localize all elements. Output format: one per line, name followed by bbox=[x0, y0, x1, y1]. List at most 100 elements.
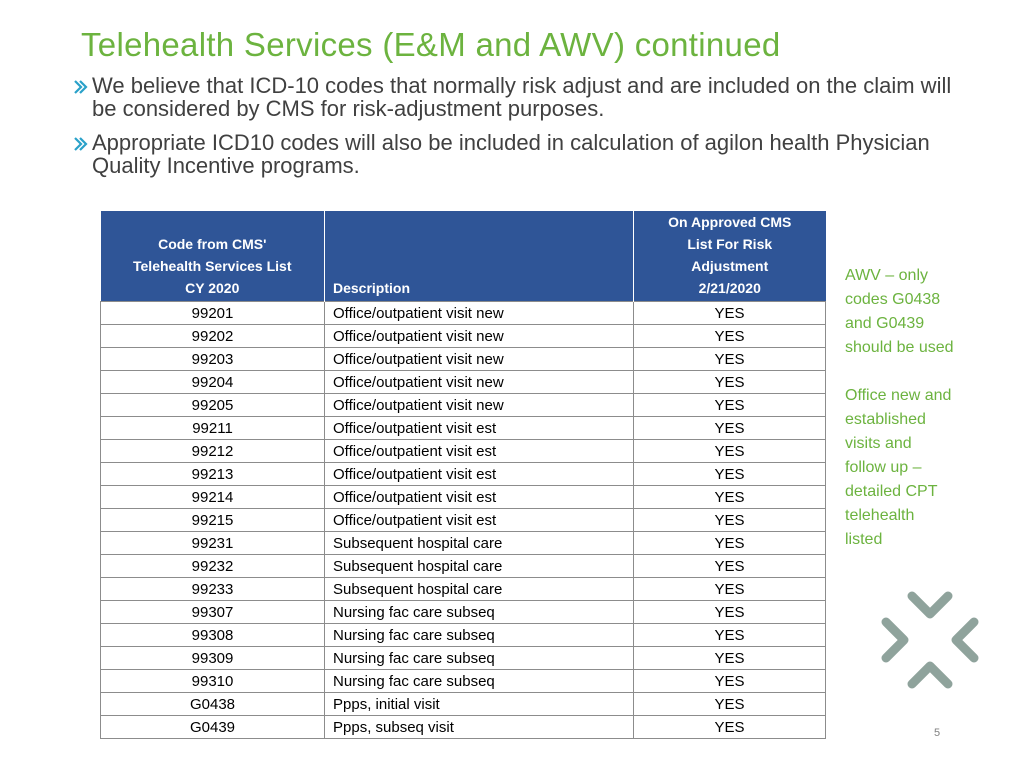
cell-code: 99201 bbox=[100, 301, 325, 325]
side-note-line: visits and bbox=[845, 435, 912, 452]
cell-description: Office/outpatient visit new bbox=[324, 393, 634, 417]
cell-approved: YES bbox=[633, 347, 826, 371]
header-line: CY 2020 bbox=[185, 280, 240, 296]
cell-description: Subsequent hospital care bbox=[324, 531, 634, 555]
table-row: G0438 Ppps, initial visit YES bbox=[100, 692, 826, 716]
cell-code: 99307 bbox=[100, 600, 325, 624]
cell-code: 99308 bbox=[100, 623, 325, 647]
cell-code: 99215 bbox=[100, 508, 325, 532]
header-line: List For Risk bbox=[687, 236, 773, 252]
table-row: 99232 Subsequent hospital care YES bbox=[100, 554, 826, 578]
cell-code: 99213 bbox=[100, 462, 325, 486]
cell-approved: YES bbox=[633, 485, 826, 509]
header-line: Code from CMS' bbox=[158, 236, 267, 252]
cell-approved: YES bbox=[633, 462, 826, 486]
table-header-row: Code from CMS' Telehealth Services List … bbox=[100, 211, 826, 302]
side-note-line: should be used bbox=[845, 339, 954, 356]
cell-approved: YES bbox=[633, 692, 826, 716]
table-row: 99213 Office/outpatient visit est YES bbox=[100, 462, 826, 486]
table-row: 99205 Office/outpatient visit new YES bbox=[100, 393, 826, 417]
cell-approved: YES bbox=[633, 531, 826, 555]
cell-approved: YES bbox=[633, 554, 826, 578]
side-note-line: and G0439 bbox=[845, 315, 925, 332]
table-row: 99310 Nursing fac care subseq YES bbox=[100, 669, 826, 693]
cell-approved: YES bbox=[633, 301, 826, 325]
side-note-line: listed bbox=[845, 531, 883, 548]
cell-description: Office/outpatient visit est bbox=[324, 416, 634, 440]
side-note-line: established bbox=[845, 411, 926, 428]
table-row: 99201 Office/outpatient visit new YES bbox=[100, 301, 826, 325]
cell-approved: YES bbox=[633, 715, 826, 739]
cell-code: 99205 bbox=[100, 393, 325, 417]
cell-approved: YES bbox=[633, 416, 826, 440]
cell-code: 99202 bbox=[100, 324, 325, 348]
bullet-item: We believe that ICD-10 codes that normal… bbox=[72, 74, 972, 120]
table-row: G0439 Ppps, subseq visit YES bbox=[100, 715, 826, 739]
cell-approved: YES bbox=[633, 393, 826, 417]
column-header-approved: On Approved CMS List For Risk Adjustment… bbox=[633, 211, 826, 302]
cell-code: 99212 bbox=[100, 439, 325, 463]
cell-approved: YES bbox=[633, 370, 826, 394]
cell-description: Ppps, initial visit bbox=[324, 692, 634, 716]
cell-description: Nursing fac care subseq bbox=[324, 623, 634, 647]
column-header-description: Description bbox=[324, 211, 634, 302]
table-row: 99212 Office/outpatient visit est YES bbox=[100, 439, 826, 463]
table-row: 99307 Nursing fac care subseq YES bbox=[100, 600, 826, 624]
table-row: 99309 Nursing fac care subseq YES bbox=[100, 646, 826, 670]
cell-code: G0438 bbox=[100, 692, 325, 716]
side-notes: AWV – only codes G0438 and G0439 should be … bbox=[845, 264, 985, 576]
cell-approved: YES bbox=[633, 669, 826, 693]
bullet-text: Appropriate ICD10 codes will also be inc… bbox=[92, 130, 930, 178]
cell-description: Office/outpatient visit est bbox=[324, 485, 634, 509]
cell-code: 99309 bbox=[100, 646, 325, 670]
table-row: 99204 Office/outpatient visit new YES bbox=[100, 370, 826, 394]
cell-description: Subsequent hospital care bbox=[324, 577, 634, 601]
cell-description: Office/outpatient visit est bbox=[324, 462, 634, 486]
header-line: Telehealth Services List bbox=[133, 258, 292, 274]
table-row: 99202 Office/outpatient visit new YES bbox=[100, 324, 826, 348]
cell-code: 99231 bbox=[100, 531, 325, 555]
chevron-right-icon bbox=[74, 137, 88, 151]
cell-description: Office/outpatient visit new bbox=[324, 324, 634, 348]
side-note-line: codes G0438 bbox=[845, 291, 941, 308]
cell-approved: YES bbox=[633, 577, 826, 601]
cell-code: 99211 bbox=[100, 416, 325, 440]
side-note-line: telehealth bbox=[845, 507, 915, 524]
slide-title: Telehealth Services (E&M and AWV) contin… bbox=[81, 26, 781, 63]
cell-description: Office/outpatient visit est bbox=[324, 439, 634, 463]
cell-description: Office/outpatient visit new bbox=[324, 301, 634, 325]
header-line: 2/21/2020 bbox=[698, 280, 761, 296]
cell-description: Office/outpatient visit new bbox=[324, 347, 634, 371]
header-line: On Approved CMS bbox=[668, 214, 792, 230]
side-note-line: follow up – bbox=[845, 459, 922, 476]
cell-description: Subsequent hospital care bbox=[324, 554, 634, 578]
cell-description: Office/outpatient visit new bbox=[324, 370, 634, 394]
bullet-list: We believe that ICD-10 codes that normal… bbox=[72, 74, 972, 188]
cell-description: Nursing fac care subseq bbox=[324, 600, 634, 624]
agilon-health-logo-icon bbox=[881, 591, 979, 689]
table-row: 99233 Subsequent hospital care YES bbox=[100, 577, 826, 601]
cell-code: 99203 bbox=[100, 347, 325, 371]
cell-description: Ppps, subseq visit bbox=[324, 715, 634, 739]
cell-description: Office/outpatient visit est bbox=[324, 508, 634, 532]
cell-code: 99232 bbox=[100, 554, 325, 578]
side-note-line: Office new and bbox=[845, 387, 952, 404]
page-number: 5 bbox=[934, 727, 941, 739]
table-row: 99214 Office/outpatient visit est YES bbox=[100, 485, 826, 509]
column-header-code: Code from CMS' Telehealth Services List … bbox=[100, 211, 325, 302]
table-row: 99231 Subsequent hospital care YES bbox=[100, 531, 826, 555]
table-row: 99308 Nursing fac care subseq YES bbox=[100, 623, 826, 647]
cell-approved: YES bbox=[633, 439, 826, 463]
side-note-line: detailed CPT bbox=[845, 483, 938, 500]
cell-approved: YES bbox=[633, 600, 826, 624]
cell-description: Nursing fac care subseq bbox=[324, 669, 634, 693]
cell-code: 99204 bbox=[100, 370, 325, 394]
table-row: 99215 Office/outpatient visit est YES bbox=[100, 508, 826, 532]
side-note: Office new and established visits and follo… bbox=[845, 384, 985, 552]
cell-approved: YES bbox=[633, 623, 826, 647]
cell-description: Nursing fac care subseq bbox=[324, 646, 634, 670]
bullet-item: Appropriate ICD10 codes will also be inc… bbox=[72, 131, 972, 177]
bullet-text: We believe that ICD-10 codes that normal… bbox=[92, 73, 952, 121]
cell-approved: YES bbox=[633, 646, 826, 670]
table-row: 99211 Office/outpatient visit est YES bbox=[100, 416, 826, 440]
